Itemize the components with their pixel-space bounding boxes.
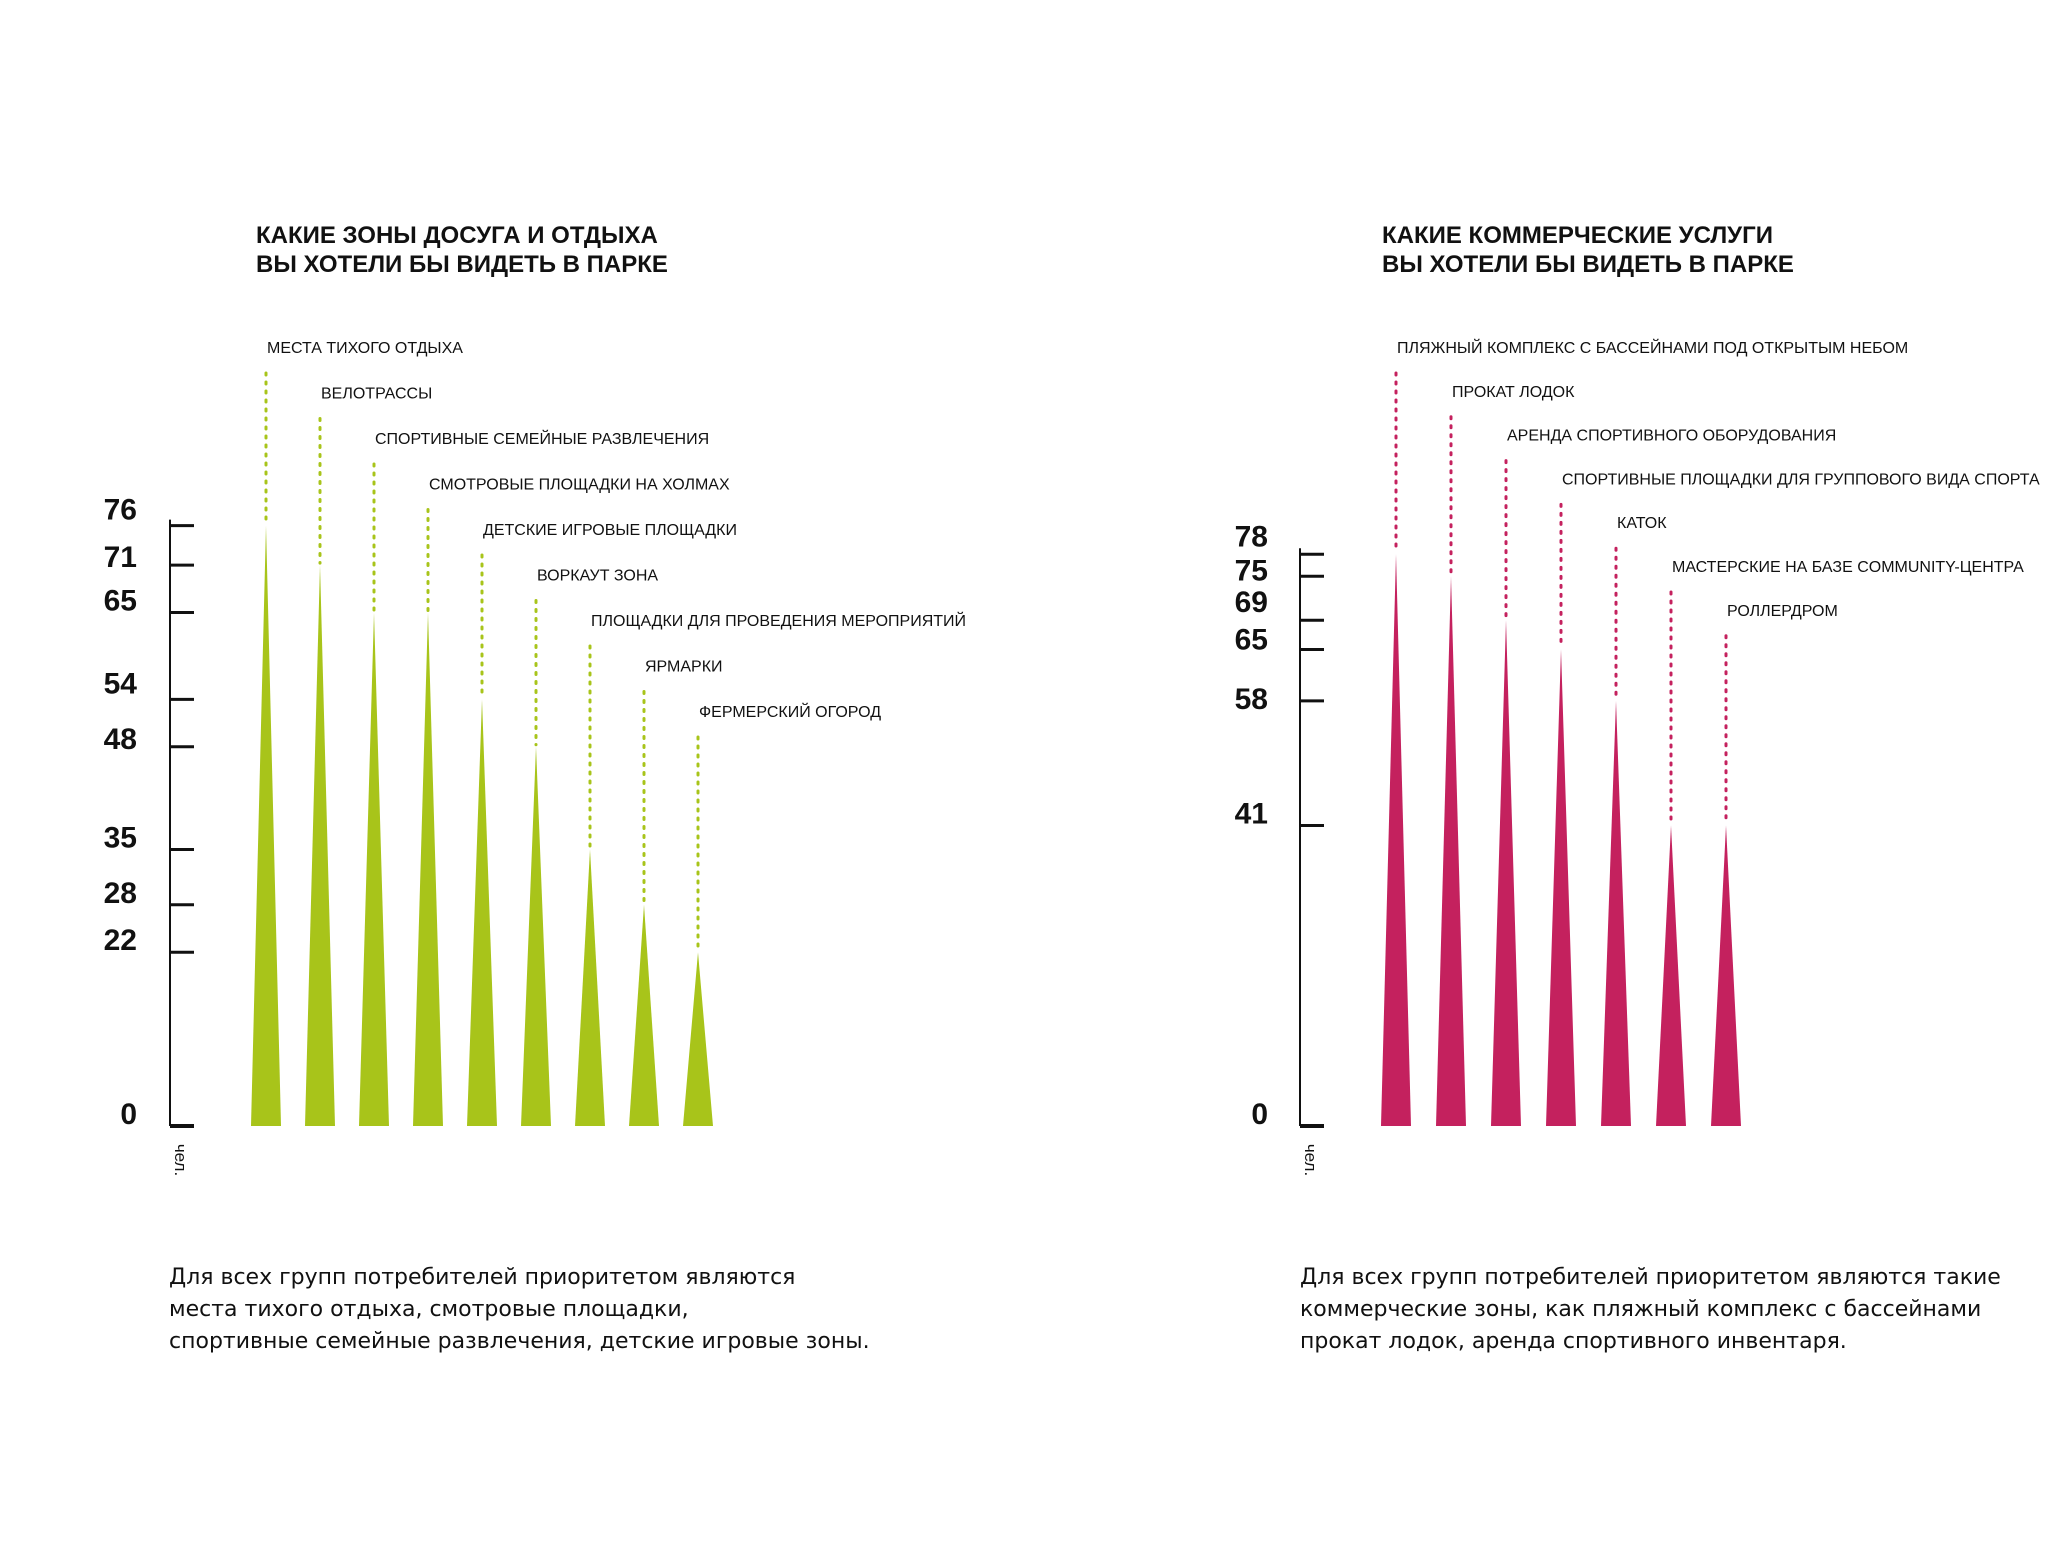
leisure-bar [413, 612, 443, 1126]
commercial-bar [1491, 620, 1521, 1126]
leisure-category-label: МЕСТА ТИХОГО ОТДЫХА [267, 340, 463, 357]
leisure-caption: Для всех групп потребителей приоритетом … [169, 1262, 870, 1358]
leisure-chart-title-line-1: КАКИЕ ЗОНЫ ДОСУГА И ОТДЫХА [256, 222, 658, 249]
leisure-y-tick-label: 76 [104, 494, 137, 527]
leisure-bar [359, 612, 389, 1126]
leisure-bar [305, 565, 335, 1126]
leisure-bar [629, 904, 659, 1126]
commercial-category-label: РОЛЛЕРДРОМ [1727, 603, 1838, 620]
leisure-y-tick-label: 48 [104, 723, 137, 756]
commercial-caption-line-2: коммерческие зоны, как пляжный комплекс … [1300, 1297, 1982, 1322]
leisure-caption-line-1: Для всех групп потребителей приоритетом … [169, 1265, 796, 1290]
commercial-bar [1436, 576, 1466, 1126]
leisure-y-tick-label: 35 [104, 822, 137, 855]
commercial-y-tick-label: 75 [1235, 554, 1268, 587]
leisure-category-label: ЯРМАРКИ [645, 659, 723, 676]
commercial-y-tick-label: 41 [1235, 797, 1268, 830]
leisure-category-label: ВОРКАУТ ЗОНА [537, 568, 658, 585]
leisure-category-label: ПЛОЩАДКИ ДЛЯ ПРОВЕДЕНИЯ МЕРОПРИЯТИЙ [591, 611, 966, 630]
commercial-y-tick-label: 0 [1251, 1098, 1268, 1131]
leisure-y-tick-label: 65 [104, 585, 137, 618]
leisure-bar [467, 699, 497, 1126]
commercial-caption-line-1: Для всех групп потребителей приоритетом … [1300, 1265, 2001, 1290]
commercial-category-label: ПЛЯЖНЫЙ КОМПЛЕКС С БАССЕЙНАМИ ПОД ОТКРЫТ… [1397, 338, 1908, 357]
commercial-bar [1601, 700, 1631, 1126]
leisure-y-tick-label: 22 [104, 924, 137, 957]
leisure-y-tick-label: 71 [104, 541, 137, 574]
leisure-caption-line-3: спортивные семейные развлечения, детские… [169, 1329, 870, 1354]
leisure-category-label: ФЕРМЕРСКИЙ ОГОРОД [699, 702, 881, 721]
leisure-y-unit-label: чел. [171, 1144, 190, 1176]
leisure-y-tick-label: 0 [120, 1098, 137, 1131]
leisure-category-label: СМОТРОВЫЕ ПЛОЩАДКИ НА ХОЛМАХ [429, 477, 730, 494]
commercial-bar [1381, 554, 1411, 1126]
commercial-y-tick-label: 58 [1235, 683, 1268, 716]
commercial-chart-title-line-2: ВЫ ХОТЕЛИ БЫ ВИДЕТЬ В ПАРКЕ [1382, 251, 1794, 278]
commercial-y-tick-label: 69 [1235, 586, 1268, 619]
leisure-category-label: ДЕТСКИЕ ИГРОВЫЕ ПЛОЩАДКИ [483, 522, 737, 539]
leisure-y-tick-label: 28 [104, 877, 137, 910]
commercial-bar [1656, 825, 1686, 1126]
commercial-category-label: КАТОК [1617, 515, 1667, 532]
leisure-category-label: СПОРТИВНЫЕ СЕМЕЙНЫЕ РАЗВЛЕЧЕНИЯ [375, 429, 709, 448]
commercial-category-label: МАСТЕРСКИЕ НА БАЗЕ COMMUNITY-ЦЕНТРА [1672, 559, 2024, 576]
commercial-category-label: ПРОКАТ ЛОДОК [1452, 384, 1575, 401]
leisure-caption-line-2: места тихого отдыха, смотровые площадки, [169, 1297, 689, 1322]
leisure-chart-title-line-2: ВЫ ХОТЕЛИ БЫ ВИДЕТЬ В ПАРКЕ [256, 251, 668, 278]
leisure-bar [575, 849, 605, 1126]
commercial-caption-line-3: прокат лодок, аренда спортивного инвента… [1300, 1329, 1847, 1354]
commercial-category-label: СПОРТИВНЫЕ ПЛОЩАДКИ ДЛЯ ГРУППОВОГО ВИДА … [1562, 471, 2040, 488]
commercial-y-unit-label: чел. [1301, 1144, 1320, 1176]
leisure-bar [683, 952, 713, 1126]
commercial-bar [1546, 649, 1576, 1126]
leisure-category-label: ВЕЛОТРАССЫ [321, 386, 432, 403]
commercial-chart-title-line-1: КАКИЕ КОММЕРЧЕСКИЕ УСЛУГИ [1382, 222, 1773, 249]
leisure-y-tick-label: 54 [104, 667, 138, 700]
commercial-bar [1711, 825, 1741, 1126]
commercial-y-tick-label: 65 [1235, 624, 1268, 657]
leisure-bar [251, 525, 281, 1126]
commercial-y-tick-label: 78 [1235, 520, 1268, 553]
commercial-category-label: АРЕНДА СПОРТИВНОГО ОБОРУДОВАНИЯ [1507, 428, 1836, 445]
commercial-caption: Для всех групп потребителей приоритетом … [1300, 1262, 2001, 1358]
leisure-bar [521, 746, 551, 1126]
